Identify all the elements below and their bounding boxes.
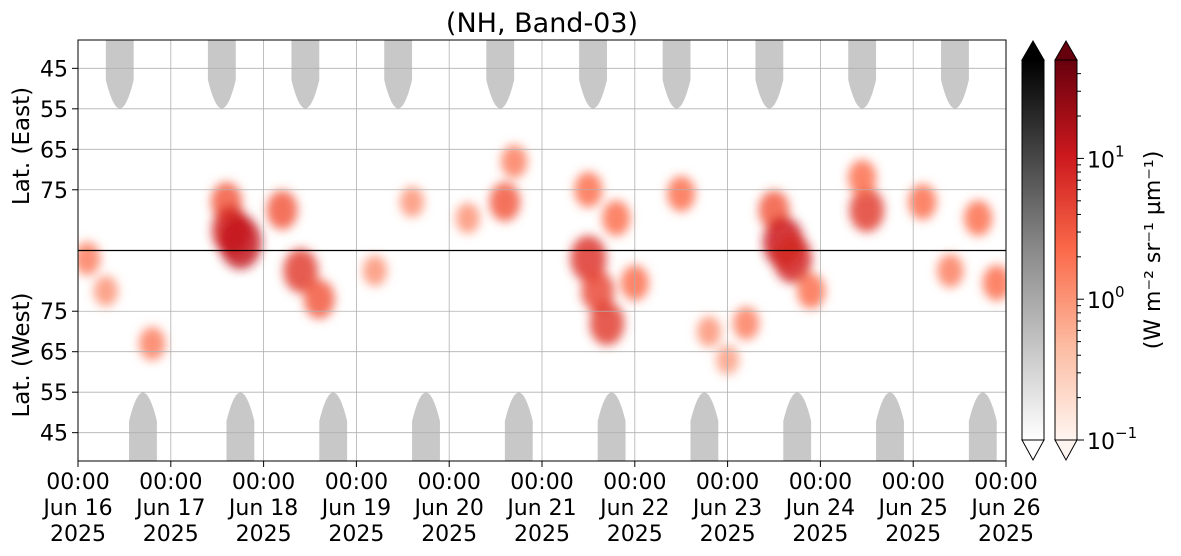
colorbar-tick-label: 101 xyxy=(1087,142,1125,173)
intensity-blob xyxy=(93,275,118,307)
no-data-region-west xyxy=(412,392,440,461)
x-tick-label: 00:00 Jun 23 2025 xyxy=(691,470,762,547)
colorbar-label: (W m⁻² sr⁻¹ µm⁻¹) xyxy=(1141,151,1166,350)
x-tick-label: 00:00 Jun 26 2025 xyxy=(969,470,1040,547)
intensity-blob xyxy=(139,326,166,361)
x-tick-label: 00:00 Jun 25 2025 xyxy=(877,470,948,547)
intensity-blob xyxy=(303,279,335,319)
x-tick-label: 00:00 Jun 22 2025 xyxy=(598,470,669,547)
intensity-blob xyxy=(266,190,298,230)
no-data-region-east xyxy=(384,40,413,109)
intensity-blob xyxy=(732,306,760,341)
intensity-blob xyxy=(667,175,696,212)
no-data-region-west xyxy=(319,392,348,461)
no-data-region-west xyxy=(129,392,157,461)
intensity-blob xyxy=(283,248,319,293)
y-tick-label: 75 xyxy=(40,179,68,204)
no-data-region-east xyxy=(941,40,969,109)
no-data-region-east xyxy=(755,40,784,109)
intensity-blob xyxy=(362,255,388,287)
intensity-blob xyxy=(908,184,937,220)
y-tick-label: 45 xyxy=(40,422,68,447)
x-tick-label: 00:00 Jun 24 2025 xyxy=(784,470,855,547)
y-tick-label: 45 xyxy=(40,57,68,82)
intensity-blob xyxy=(982,265,1006,301)
intensity-blob xyxy=(849,187,885,233)
x-tick-label: 00:00 Jun 16 2025 xyxy=(41,470,112,547)
intensity-blob xyxy=(797,273,826,309)
intensity-blob xyxy=(219,215,262,270)
x-tick-label: 00:00 Jun 21 2025 xyxy=(505,470,576,547)
colorbar-gray-extend-bottom xyxy=(1021,439,1045,462)
no-data-region-west xyxy=(504,392,533,461)
y-axis-label-west: Lat. (West) xyxy=(9,292,35,417)
intensity-blob xyxy=(489,182,521,222)
x-tick-label: 00:00 Jun 17 2025 xyxy=(134,470,205,547)
no-data-region-east xyxy=(579,40,607,109)
no-data-region-west xyxy=(597,392,626,461)
colorbar-tick-label: 10−1 xyxy=(1087,424,1137,455)
colorbar-gray-extend-top xyxy=(1021,40,1045,61)
y-tick-label: 55 xyxy=(40,381,68,406)
no-data-region-west xyxy=(226,392,255,461)
x-tick-label: 00:00 Jun 18 2025 xyxy=(227,470,298,547)
no-data-region-west xyxy=(876,392,904,461)
intensity-blob xyxy=(773,234,812,284)
intensity-blob xyxy=(589,301,625,346)
no-data-region-west xyxy=(690,392,719,461)
no-data-region-east xyxy=(207,40,236,109)
intensity-blob xyxy=(602,200,631,236)
y-tick-label: 65 xyxy=(40,138,68,163)
y-tick-label: 55 xyxy=(40,98,68,123)
y-axis-label-east: Lat. (East) xyxy=(9,87,35,205)
x-tick-label: 00:00 Jun 20 2025 xyxy=(413,470,484,547)
x-tick-label: 00:00 Jun 19 2025 xyxy=(320,470,391,547)
colorbar-gray xyxy=(1021,40,1045,462)
y-tick-label: 75 xyxy=(40,300,68,325)
colorbar-red-body xyxy=(1054,59,1078,441)
no-data-region-east xyxy=(291,40,320,109)
intensity-blob xyxy=(399,186,425,218)
intensity-blob xyxy=(455,202,480,234)
no-data-region-west xyxy=(783,392,812,461)
no-data-region-east xyxy=(848,40,877,109)
intensity-blob xyxy=(964,200,993,236)
colorbar-tick-label: 100 xyxy=(1087,283,1125,314)
no-data-region-east xyxy=(486,40,515,109)
intensity-blob xyxy=(696,316,722,347)
y-tick-label: 65 xyxy=(40,341,68,366)
no-data-region-east xyxy=(662,40,691,109)
no-data-region-west xyxy=(968,392,997,461)
intensity-blob xyxy=(848,159,877,196)
colorbar-red-extend-top xyxy=(1054,40,1078,61)
colorbar-gray-body xyxy=(1021,59,1045,441)
intensity-blob xyxy=(937,253,964,288)
no-data-region-east xyxy=(105,40,134,109)
intensity-blob xyxy=(500,144,528,179)
chart-title: (NH, Band-03) xyxy=(446,8,638,39)
colorbar-red: 101 100 10−1 xyxy=(1054,40,1137,462)
colorbar-red-extend-bottom xyxy=(1054,439,1078,462)
